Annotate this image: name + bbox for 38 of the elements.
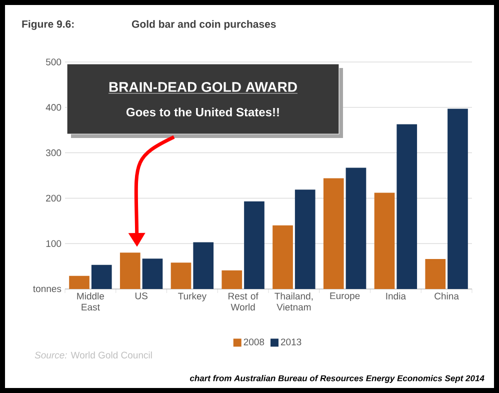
x-tick-label: Thailand, Vietnam	[274, 292, 313, 310]
bar	[425, 259, 446, 289]
bar	[69, 276, 90, 289]
x-tick-label: US	[135, 292, 148, 300]
x-tick-label: India	[386, 292, 406, 300]
x-tick-label: China	[434, 292, 459, 300]
bar	[91, 264, 112, 289]
bar	[142, 258, 163, 289]
chart-subtitle: Gold bar and coin purchases	[132, 20, 276, 30]
legend-label: 2013	[280, 338, 302, 346]
bar	[374, 192, 395, 289]
text: Source: World Gold Council	[34, 351, 152, 358]
x-tick-label: Middle East	[77, 292, 104, 310]
x-tick-label: Europe	[330, 292, 360, 302]
bar	[448, 108, 468, 289]
bar	[323, 178, 344, 289]
bar	[396, 124, 418, 289]
text: chart from Australian Bureau of Resources Energy Economics Sept 2014	[190, 375, 484, 383]
bar	[193, 242, 214, 289]
y-tick-label: tonnes	[33, 286, 62, 292]
x-tick-label: Turkey	[178, 292, 207, 302]
annotation: Goes to the United States!!	[126, 108, 279, 116]
bar	[244, 201, 264, 289]
bar	[346, 168, 366, 289]
y-tick-label: 200	[46, 194, 62, 202]
y-tick-label: 100	[46, 240, 62, 247]
bar	[120, 252, 140, 289]
bar	[222, 270, 242, 289]
y-tick-label: 500	[46, 58, 62, 66]
x-tick-label: Rest of World	[228, 292, 258, 310]
bar	[272, 225, 293, 289]
legend-label: 2008	[244, 338, 264, 346]
bar	[294, 190, 316, 289]
y-tick-label: 300	[46, 149, 62, 156]
annotation: BRAIN-DEAD GOLD AWARD	[109, 82, 297, 92]
bar	[170, 262, 192, 289]
y-tick-label: 400	[46, 104, 62, 111]
chart-title: Figure 9.6:	[22, 20, 74, 30]
